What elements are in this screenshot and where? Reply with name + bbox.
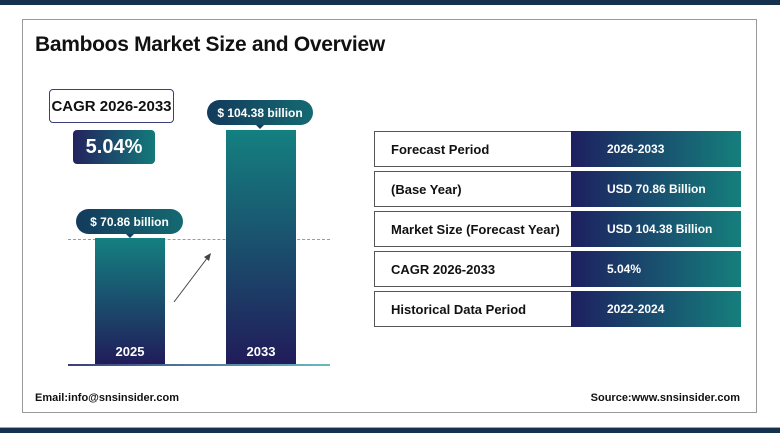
bar-2033-value-label: $ 104.38 billion [207,100,313,129]
row-value: 2026-2033 [571,131,741,167]
table-row: Historical Data Period 2022-2024 [374,291,741,327]
row-value: 5.04% [571,251,741,287]
table-row: Market Size (Forecast Year) USD 104.38 Bi… [374,211,741,247]
footer-email: Email:info@snsinsider.com [35,392,179,404]
cagr-label: CAGR 2026-2033 [49,89,174,123]
row-label: (Base Year) [374,171,571,207]
row-value: USD 70.86 Billion [571,171,741,207]
bar-2025-value-label: $ 70.86 billion [76,209,183,238]
row-label: CAGR 2026-2033 [374,251,571,287]
row-value: 2022-2024 [571,291,741,327]
bar-2025: 2025 [95,238,165,364]
table-row: CAGR 2026-2033 5.04% [374,251,741,287]
growth-arrow-icon [173,253,211,303]
row-label: Historical Data Period [374,291,571,327]
x-axis [68,364,330,366]
footer-source: Source:www.snsinsider.com [590,392,740,404]
bottom-bar [0,427,780,433]
bar-2033-year: 2033 [246,344,276,359]
card-frame [22,19,757,413]
table-row: Forecast Period 2026-2033 [374,131,741,167]
row-label: Forecast Period [374,131,571,167]
table-row: (Base Year) USD 70.86 Billion [374,171,741,207]
bar-2025-year: 2025 [115,343,145,359]
baseline-dashed-line [68,239,330,240]
page-title: Bamboos Market Size and Overview [35,33,385,56]
row-label: Market Size (Forecast Year) [374,211,571,247]
top-bar [0,0,780,5]
row-value: USD 104.38 Billion [571,211,741,247]
cagr-value: 5.04% [73,130,155,164]
bar-2033: 2033 [226,130,296,364]
